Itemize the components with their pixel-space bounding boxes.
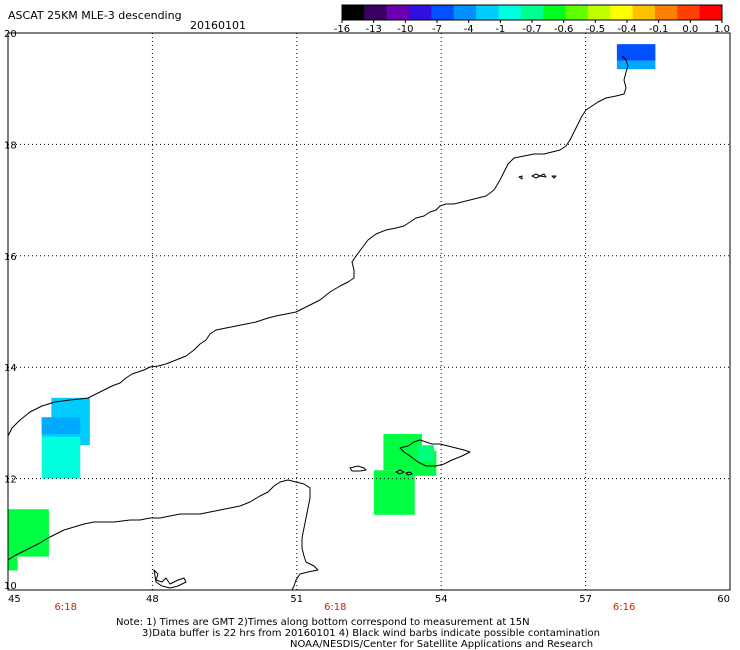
wind-swath-layer <box>8 44 656 571</box>
pass-time-0: 6:18 <box>55 602 77 613</box>
color-tick-0: -16 <box>334 24 350 35</box>
color-swatch-1 <box>364 5 388 20</box>
color-swatch-11 <box>587 5 611 20</box>
kuria-muria-islands <box>518 173 557 180</box>
pass-time-labels: 6:18 6:18 6:16 <box>55 602 636 613</box>
color-tick-10: -0.1 <box>649 24 669 35</box>
arabian-coastline <box>7 55 629 437</box>
color-swatch-15 <box>677 5 701 20</box>
lat-label-14: 14 <box>4 363 17 374</box>
lat-label-10: 10 <box>4 581 17 592</box>
swath-cell-7-0 <box>616 60 656 70</box>
socotra-island <box>399 439 471 467</box>
color-swatch-2 <box>386 5 410 20</box>
color-swatch-8 <box>520 5 544 20</box>
color-tick-4: -4 <box>464 24 474 35</box>
color-tick-8: -0.5 <box>586 24 606 35</box>
note-line-2: 3)Data buffer is 22 hrs from 20160101 4)… <box>142 628 600 639</box>
graticule <box>8 33 730 590</box>
color-tick-11: 0.0 <box>682 24 698 35</box>
lon-label-48: 48 <box>146 594 159 605</box>
longitude-labels: 45 48 51 54 57 60 <box>8 594 730 605</box>
lon-label-57: 57 <box>579 594 592 605</box>
lat-label-18: 18 <box>4 140 17 151</box>
color-legend <box>341 4 723 21</box>
color-tick-6: -0.7 <box>522 24 542 35</box>
color-tick-9: -0.4 <box>617 24 637 35</box>
latitude-labels: 10 12 14 16 18 20 <box>4 29 17 592</box>
color-swatch-3 <box>409 5 432 20</box>
note-line-1: Note: 1) Times are GMT 2)Times along bot… <box>116 617 530 628</box>
swath-cell-6-0 <box>616 44 656 61</box>
map-date: 20160101 <box>190 19 246 32</box>
note-line-3: NOAA/NESDIS/Center for Satellite Applica… <box>290 639 593 650</box>
lon-label-45: 45 <box>8 594 21 605</box>
color-swatch-16 <box>699 5 723 20</box>
color-swatch-5 <box>453 5 477 20</box>
pass-time-1: 6:18 <box>324 602 346 613</box>
swath-cell-3-1 <box>8 556 18 571</box>
color-tick-5: -1 <box>495 24 505 35</box>
lat-label-20: 20 <box>4 29 17 40</box>
somali-coastline <box>7 479 319 591</box>
color-tick-2: -10 <box>397 24 413 35</box>
swath-cell-4-1 <box>373 470 415 515</box>
pass-time-2: 6:16 <box>613 602 635 613</box>
swath-cell-2-0 <box>41 436 81 479</box>
map-title: ASCAT 25KM MLE-3 descending <box>8 9 182 22</box>
color-tick-7: -0.6 <box>554 24 574 35</box>
swath-cell-1-0 <box>41 417 81 435</box>
map-frame <box>7 32 731 591</box>
color-swatch-9 <box>543 5 567 20</box>
lon-label-60: 60 <box>717 594 730 605</box>
color-tick-12: 1.0 <box>714 24 730 35</box>
swath-cell-3-0 <box>8 509 49 557</box>
swath-cell-5-0 <box>417 445 434 462</box>
color-swatch-13 <box>632 5 656 20</box>
color-tick-3: -7 <box>432 24 442 35</box>
lat-label-12: 12 <box>4 475 17 486</box>
lat-label-16: 16 <box>4 252 17 263</box>
brothers-islets <box>395 469 413 476</box>
abd-al-kuri-island <box>349 465 367 472</box>
lon-label-51: 51 <box>290 594 303 605</box>
color-swatch-7 <box>498 5 522 20</box>
color-tick-1: -13 <box>365 24 381 35</box>
color-swatch-14 <box>654 5 678 20</box>
color-legend-ticks: -16 -13 -10 -7 -4 -1 -0.7 -0.6 -0.5 -0.4 -0.1 0.0 1.… <box>334 20 730 35</box>
lon-label-54: 54 <box>435 594 448 605</box>
somali-shoreline-detail <box>153 569 187 589</box>
color-swatch-12 <box>610 5 634 20</box>
color-swatch-4 <box>431 5 455 20</box>
color-swatch-10 <box>565 5 589 20</box>
color-swatch-0 <box>342 5 365 20</box>
color-swatch-6 <box>476 5 499 20</box>
